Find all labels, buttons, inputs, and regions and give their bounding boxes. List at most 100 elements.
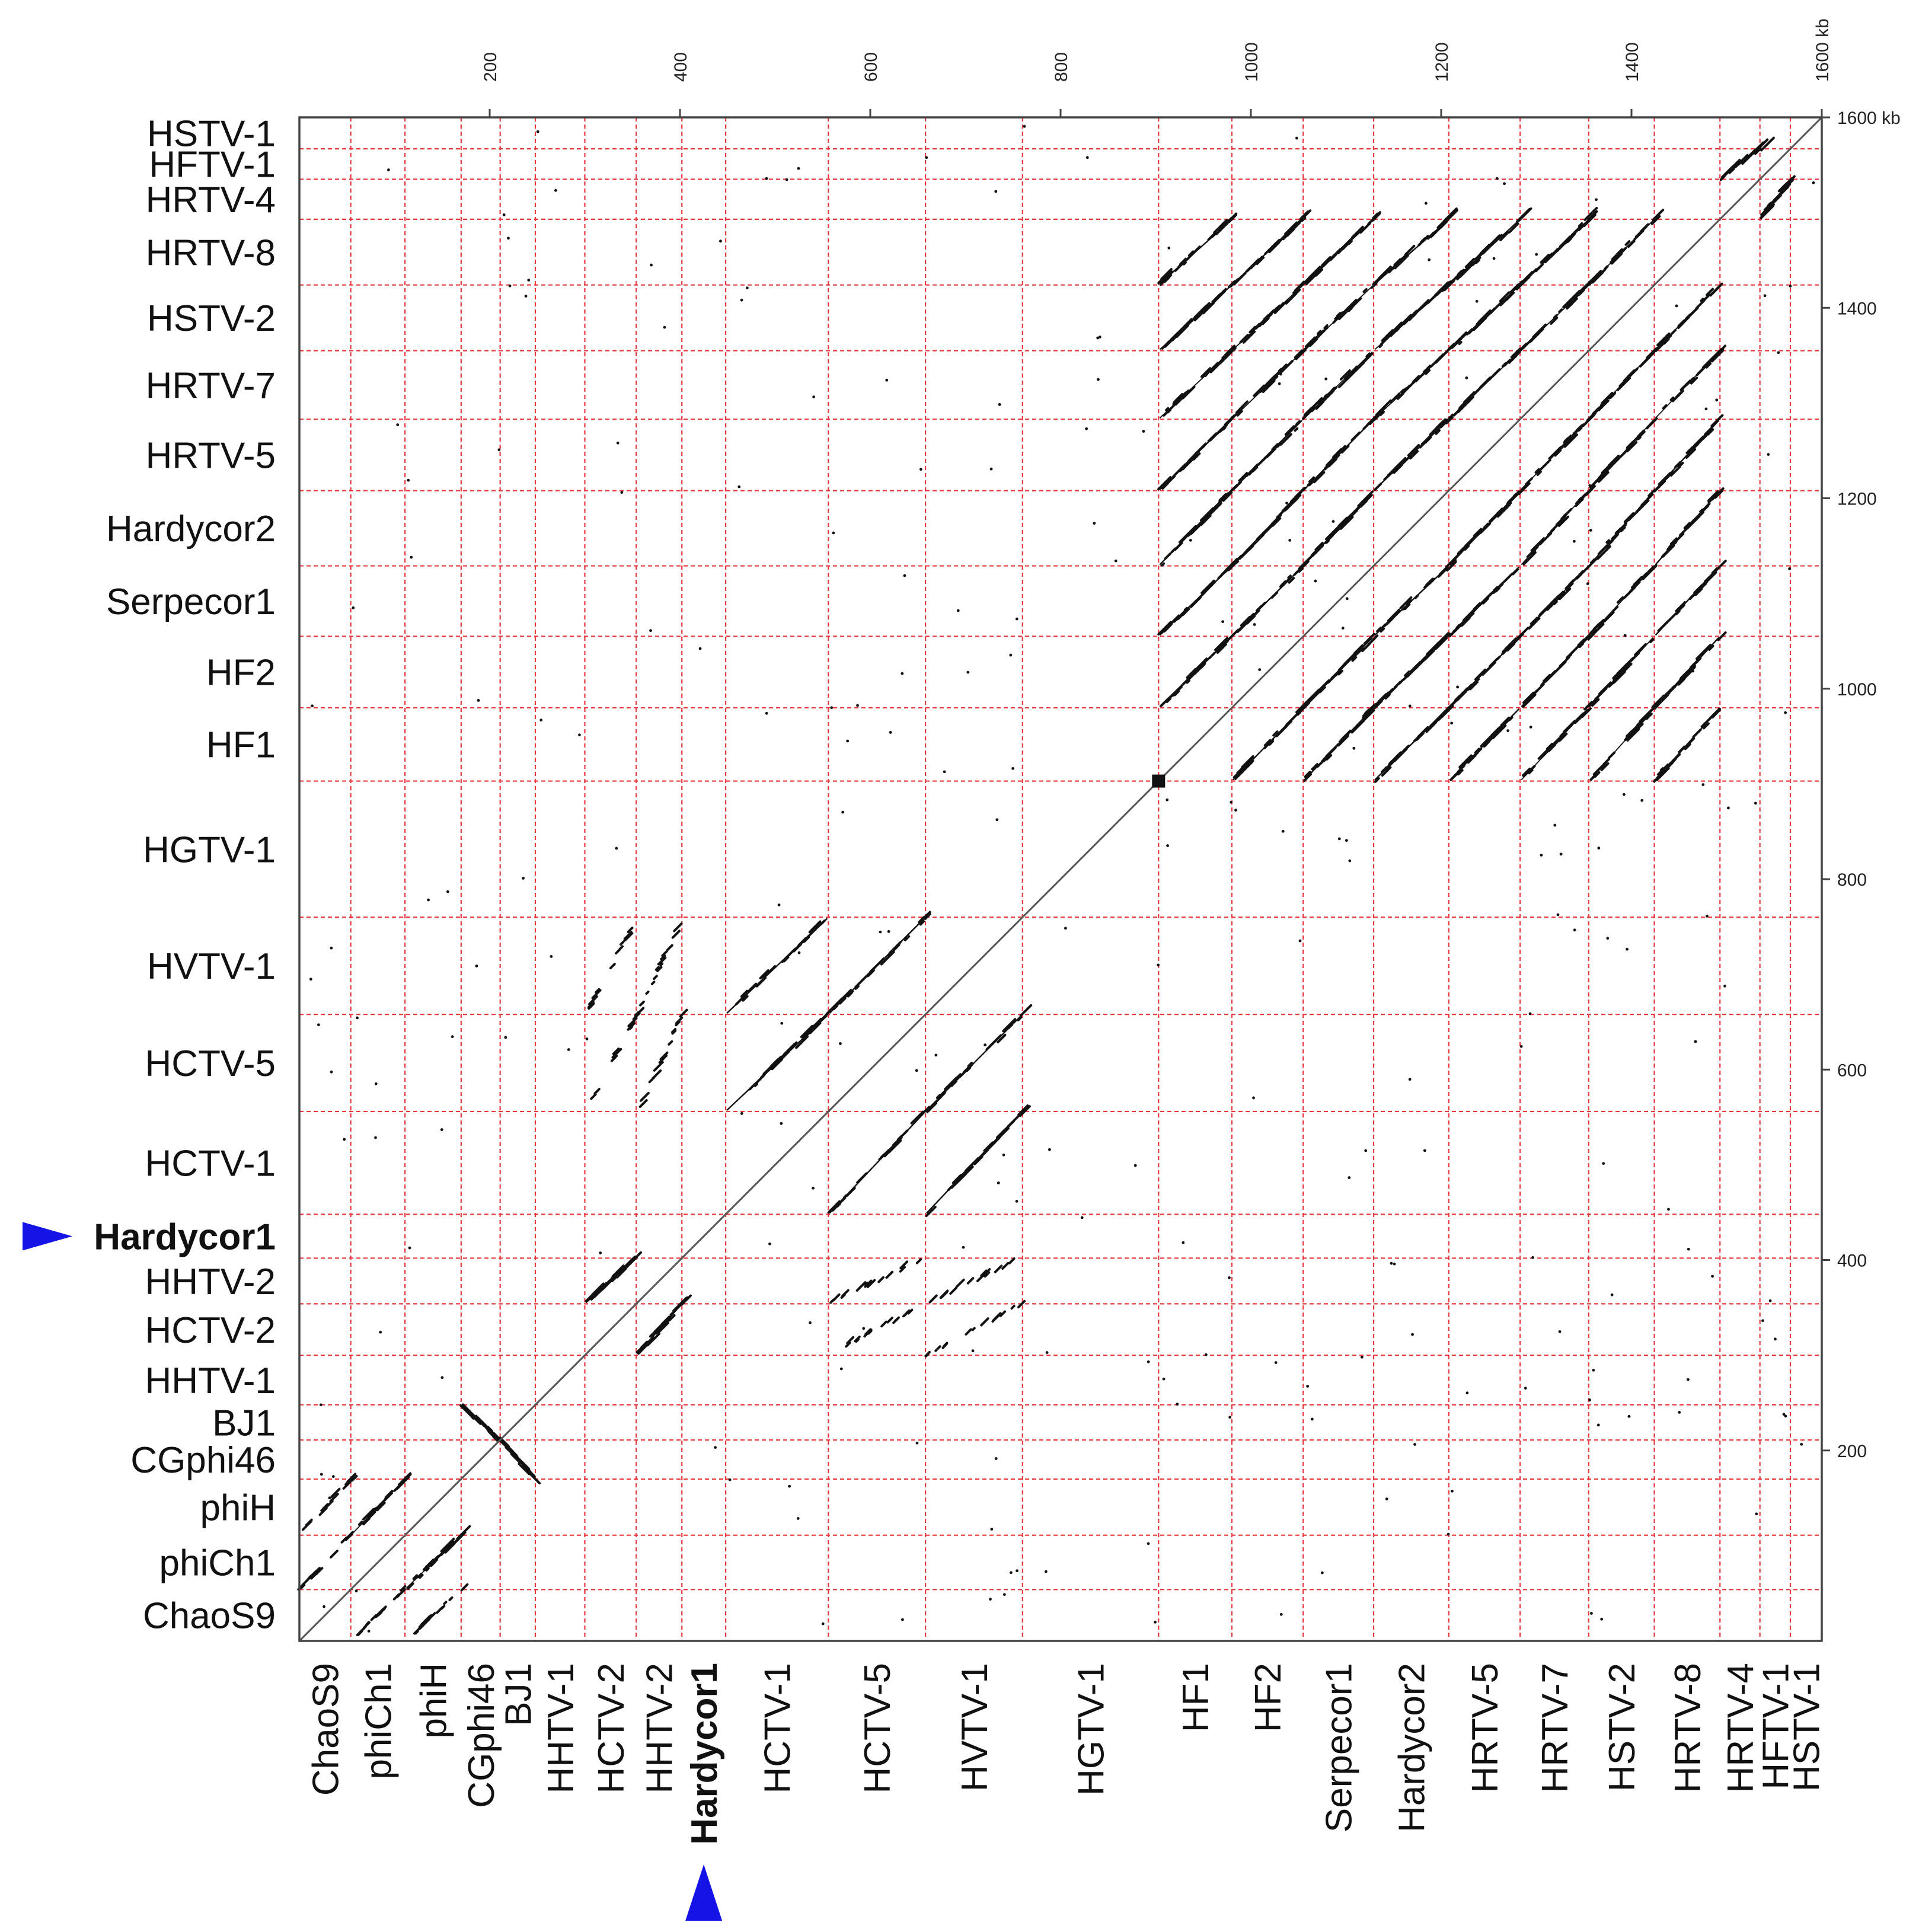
alignment-segment: [832, 1004, 838, 1011]
alignment-segment: [1246, 615, 1256, 625]
match-dot: [1572, 539, 1576, 543]
alignment-segment: [1380, 627, 1385, 633]
alignment-segment: [652, 1069, 662, 1080]
alignment-segment: [987, 1136, 1001, 1150]
alignment-segment: [1589, 774, 1597, 781]
alignment-segment: [1543, 673, 1551, 682]
alignment-segment: [1259, 387, 1265, 392]
match-dot: [1002, 1153, 1005, 1157]
alignment-segment: [1488, 510, 1500, 523]
similarity-block: [1374, 279, 1455, 350]
match-dot: [943, 770, 946, 774]
match-dot: [330, 946, 333, 950]
alignment-segment: [646, 1332, 660, 1347]
similarity-block: [1304, 282, 1378, 351]
alignment-segment: [1474, 248, 1487, 261]
match-dot: [1133, 1164, 1137, 1167]
alignment-segment: [899, 1266, 906, 1273]
match-dot: [1314, 579, 1317, 583]
match-dot: [343, 1138, 346, 1141]
alignment-segment: [1767, 196, 1780, 208]
alignment-segment: [960, 1165, 974, 1180]
match-dot: [719, 239, 722, 243]
alignment-segment: [1566, 227, 1580, 242]
alignment-segment: [1458, 755, 1473, 769]
similarity-block: [1655, 344, 1727, 419]
alignment-segment: [1311, 763, 1318, 771]
similarity-block: [1449, 627, 1530, 707]
match-dot: [550, 954, 553, 958]
x-genome-label: BJ1: [498, 1663, 539, 1726]
alignment-segment: [924, 913, 931, 921]
match-dot: [374, 1136, 377, 1139]
alignment-segment: [1323, 324, 1329, 330]
alignment-segment: [1639, 223, 1649, 233]
alignment-segment: [1238, 621, 1249, 631]
alignment-segment: [1399, 596, 1413, 609]
alignment-segment: [443, 1601, 448, 1605]
match-dot: [1147, 1360, 1150, 1363]
alignment-segment: [1387, 685, 1398, 696]
alignment-segment: [1530, 765, 1536, 771]
similarity-block: [827, 1106, 931, 1214]
match-dot: [1774, 1337, 1777, 1341]
alignment-segment: [1474, 668, 1487, 681]
similarity-block: [1521, 484, 1596, 566]
alignment-segment: [1351, 656, 1358, 662]
alignment-segment: [1696, 652, 1704, 660]
match-dot: [1424, 202, 1428, 205]
alignment-segment: [1216, 352, 1230, 366]
match-dot: [477, 699, 480, 702]
alignment-segment: [902, 1129, 909, 1136]
alignment-segment: [590, 1287, 604, 1301]
alignment-segment: [1397, 745, 1409, 758]
alignment-segment: [1342, 733, 1349, 741]
alignment-segment: [1168, 614, 1180, 626]
alignment-segment: [1278, 230, 1291, 242]
alignment-segment: [1666, 334, 1671, 339]
similarity-blocks: [297, 124, 1815, 1637]
alignment-segment: [1627, 509, 1639, 522]
alignment-segment: [1200, 579, 1215, 595]
alignment-segment: [1707, 428, 1714, 436]
similarity-block: [301, 1473, 358, 1531]
alignment-segment: [1239, 334, 1249, 344]
alignment-segment: [666, 944, 673, 951]
alignment-segment: [887, 943, 901, 957]
alignment-segment: [999, 1310, 1007, 1317]
similarity-block: [1159, 484, 1238, 567]
alignment-segment: [1595, 402, 1605, 413]
match-dot: [1465, 376, 1468, 379]
similarity-block: [1589, 340, 1666, 419]
alignment-segment: [1617, 376, 1631, 391]
alignment-segment: [1512, 568, 1519, 576]
alignment-segment: [628, 1025, 634, 1030]
similarity-block: [1232, 698, 1310, 781]
alignment-segment: [1314, 326, 1329, 341]
alignment-segment: [783, 1043, 796, 1056]
match-dot: [330, 1070, 333, 1074]
alignment-segment: [1467, 678, 1480, 691]
similarity-block: [829, 1258, 922, 1304]
alignment-segment: [1473, 528, 1483, 537]
alignment-segment: [1373, 700, 1383, 710]
match-dot: [1274, 1361, 1278, 1364]
alignment-segment: [1589, 622, 1605, 638]
alignment-segment: [1257, 455, 1269, 466]
similarity-block: [1588, 209, 1665, 286]
match-dot: [984, 1043, 987, 1047]
match-dot: [812, 1186, 815, 1190]
alignment-segment: [1332, 448, 1343, 459]
match-dot: [1595, 198, 1598, 202]
x-tick-label: 400: [671, 52, 691, 82]
alignment-segment: [1256, 256, 1265, 266]
similarity-block: [1159, 628, 1240, 707]
alignment-segment: [836, 1202, 841, 1208]
alignment-segment: [1707, 493, 1718, 503]
match-dot: [998, 403, 1001, 406]
match-dot: [446, 890, 449, 893]
alignment-segment: [1671, 755, 1679, 763]
alignment-segment: [935, 1094, 941, 1099]
alignment-segment: [1659, 480, 1665, 486]
